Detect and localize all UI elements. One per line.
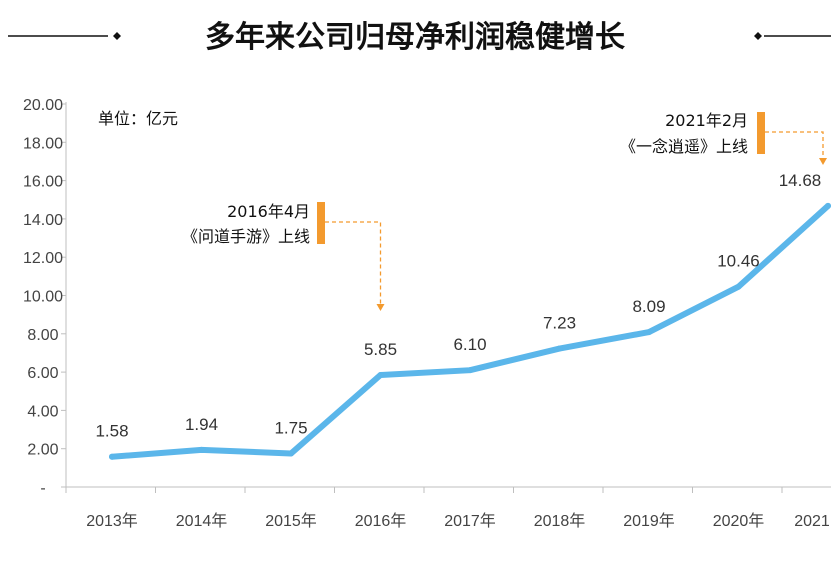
y-tick-label: - bbox=[40, 480, 45, 497]
annotation-group: 2016年4月《问道手游》上线 2021年2月《一念逍遥》上线 bbox=[182, 111, 827, 311]
data-point bbox=[825, 202, 831, 209]
data-point bbox=[556, 345, 563, 352]
data-label: 5.85 bbox=[364, 340, 397, 359]
x-tick-label: 2013年 bbox=[86, 512, 138, 530]
value-label-group: 1.58 1.94 1.75 5.85 6.10 7.23 8.09 10.46 14.68 bbox=[95, 171, 821, 441]
y-tick-label: 12.00 bbox=[23, 250, 63, 267]
y-tick-label: 2.00 bbox=[27, 442, 58, 459]
data-point bbox=[646, 329, 652, 336]
y-tick-label: 6.00 bbox=[27, 365, 58, 382]
x-tick-label: 2018年 bbox=[534, 512, 586, 530]
y-tick-label: 14.00 bbox=[23, 212, 63, 229]
title-diamond-right bbox=[754, 32, 762, 40]
y-tick-label: 10.00 bbox=[23, 289, 63, 306]
annotation-arrowhead bbox=[376, 304, 385, 311]
data-label: 7.23 bbox=[543, 314, 576, 333]
data-label: 10.46 bbox=[717, 252, 760, 271]
x-tick-label: 2020年 bbox=[713, 512, 765, 530]
series-group bbox=[109, 202, 831, 460]
annotation-marker bbox=[317, 202, 325, 244]
annotation-leader-line bbox=[325, 221, 382, 304]
annotation-date: 2021年2月 bbox=[665, 111, 748, 130]
annotation-event: 《一念逍遥》上线 bbox=[620, 137, 748, 156]
y-tick-group: - 2.00 4.00 6.00 8.00 10.00 12.00 14.00 16.00 18.… bbox=[23, 97, 66, 497]
data-label: 6.10 bbox=[453, 335, 486, 354]
chart-title: 多年来公司归母净利润稳健增长 bbox=[205, 20, 625, 55]
y-tick-label: 4.00 bbox=[27, 403, 58, 420]
data-label: 1.94 bbox=[185, 415, 218, 434]
unit-label: 单位：亿元 bbox=[98, 109, 178, 128]
annotation-marker bbox=[757, 112, 765, 154]
title-diamond-left bbox=[113, 32, 121, 40]
data-point bbox=[288, 450, 294, 457]
x-tick-label: 2016年 bbox=[355, 512, 407, 530]
data-point bbox=[109, 453, 115, 460]
data-label: 14.68 bbox=[779, 171, 822, 190]
y-tick-label: 18.00 bbox=[23, 135, 63, 152]
data-label: 8.09 bbox=[632, 297, 665, 316]
annotation-event: 《问道手游》上线 bbox=[182, 227, 310, 246]
y-tick-label: 16.00 bbox=[23, 174, 63, 191]
data-point bbox=[198, 446, 205, 453]
data-point bbox=[735, 283, 742, 290]
x-tick-label: 2017年 bbox=[444, 512, 496, 530]
annotation-leader-line bbox=[765, 131, 824, 158]
x-tick-label: 2021 bbox=[794, 513, 830, 530]
x-tick-label: 2014年 bbox=[176, 512, 228, 530]
x-tick-label: 2015年 bbox=[265, 512, 317, 530]
annotation-arrowhead bbox=[819, 158, 827, 165]
annotation-date: 2016年4月 bbox=[227, 202, 310, 221]
data-label: 1.75 bbox=[274, 418, 307, 437]
y-tick-label: 20.00 bbox=[23, 97, 63, 114]
data-point bbox=[467, 367, 473, 374]
data-point bbox=[377, 371, 384, 378]
x-tick-label: 2019年 bbox=[623, 512, 675, 530]
data-label: 1.58 bbox=[95, 422, 128, 441]
x-tick-group: 2013年 2014年 2015年 2016年 2017年 2018年 2019年 2020年… bbox=[65, 487, 830, 530]
y-tick-label: 8.00 bbox=[27, 327, 58, 344]
